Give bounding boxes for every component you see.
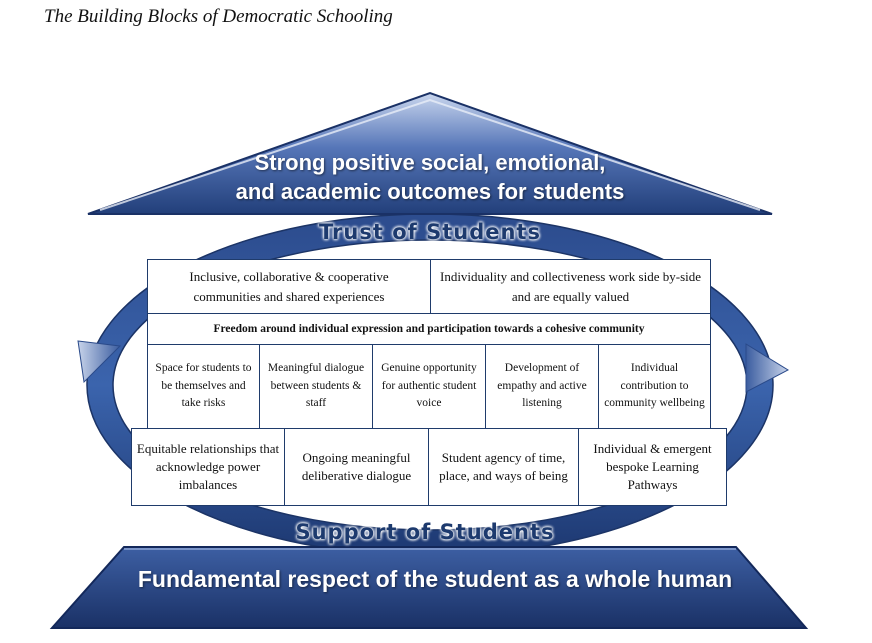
block-row1-1: Inclusive, collaborative & cooperative c… [147,259,431,314]
block-row3-5: Individual contribution to community wel… [598,344,711,429]
block-row4-4: Individual & emergent bespoke Learning P… [578,428,727,506]
block-row3-4: Development of empathy and active listen… [485,344,599,429]
cycle-arrow-left-icon [77,340,122,384]
block-text: Individual & emergent bespoke Learning P… [593,441,712,492]
roof-line-1: Strong positive social, emotional, [254,150,606,175]
block-row1-2: Individuality and collectiveness work si… [430,259,711,314]
support-label: Support of Students [295,520,555,544]
trust-label: Trust of Students [319,220,541,244]
diagram-title: The Building Blocks of Democratic School… [44,6,393,27]
block-text: Inclusive, collaborative & cooperative c… [189,268,389,304]
block-text: Student agency of time, place, and ways … [439,450,568,483]
cycle-arrow-right-icon [745,343,790,393]
block-text: Equitable relationships that acknowledge… [136,441,280,492]
block-row3-3: Genuine opportunity for authentic studen… [372,344,486,429]
block-text: Ongoing meaningful deliberative dialogue [301,450,412,483]
block-row4-2: Ongoing meaningful deliberative dialogue [284,428,429,506]
roof-shape [87,91,773,215]
block-text: Individuality and collectiveness work si… [439,268,702,304]
block-text: Individual contribution to community wel… [604,362,705,410]
block-text: Space for students to be themselves and … [155,362,252,410]
block-row4-1: Equitable relationships that acknowledge… [131,428,285,506]
block-text: Freedom around individual expression and… [213,323,645,335]
block-text: Genuine opportunity for authentic studen… [381,362,477,410]
block-row2: Freedom around individual expression and… [147,313,711,345]
block-row4-3: Student agency of time, place, and ways … [428,428,579,506]
block-text: Meaningful dialogue between students & s… [267,362,365,410]
foundation-shape [49,546,809,629]
roof-outcomes-text: Strong positive social, emotional, and a… [150,148,710,206]
roof-line-2: and academic outcomes for students [235,179,625,204]
foundation-text: Fundamental respect of the student as a … [137,566,733,592]
block-row3-2: Meaningful dialogue between students & s… [259,344,373,429]
block-text: Development of empathy and active listen… [497,362,587,410]
block-row3-1: Space for students to be themselves and … [147,344,260,429]
